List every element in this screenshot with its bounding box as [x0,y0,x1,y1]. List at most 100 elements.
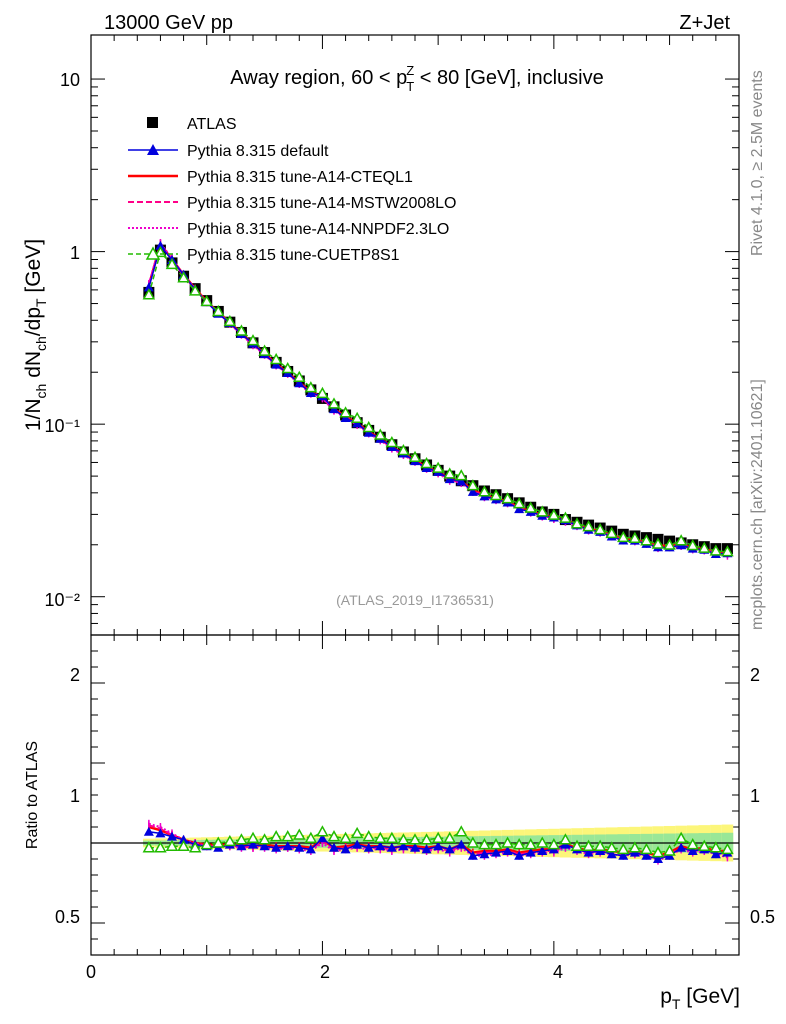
ratio-point-cuetp8s1 [605,841,618,853]
main-point-cuetp8s1 [663,538,676,550]
ratio-point-cuetp8s1 [339,831,352,843]
ratio-point-default [248,839,258,849]
main-point-cuetp8s1 [617,530,630,543]
main-point-cuetp8s1 [397,443,410,456]
main-point-cuetp8s1 [246,334,260,346]
x-axis-label-p: p [660,985,672,1008]
ratio-point-cuetp8s1 [443,831,456,843]
title-tail: < 80 [GeV], inclusive [414,67,604,89]
ratio-point-cuetp8s1 [200,838,213,850]
ratio-tick-2-right: 2 [750,665,760,685]
main-point-default [467,486,478,496]
ratio-point-cuetp8s1 [524,838,537,850]
ratio-point-cuetp8s1 [709,841,723,853]
main-point-cuetp8s1 [721,545,734,557]
ratio-point-cuetp8s1 [617,842,630,855]
main-point-cuetp8s1 [362,420,375,433]
ratio-point-cuetp8s1 [489,838,503,850]
ratio-tick-0.5-left: 0.5 [55,907,80,927]
main-point-cuetp8s1 [385,435,399,448]
ratio-point-cuetp8s1 [316,825,329,837]
main-point-cuetp8s1 [605,526,618,539]
ratio-point-cuetp8s1 [640,842,653,855]
main-point-cuetp8s1 [177,271,190,283]
ratio-point-default [433,841,444,851]
ratio-point-default [340,844,351,854]
ratio-point-default [676,842,687,852]
main-point-default [444,474,455,484]
ratio-point-default [305,844,316,854]
x-axis-label: pT [GeV] [660,985,740,1012]
mcplots-label: mcplots.cern.ch [arXiv:2401.10621] [749,379,766,630]
ratio-point-cuetp8s1 [674,831,688,843]
ratio-point-default [710,849,721,859]
ratio-point-cuetp8s1 [431,831,445,843]
x-tick-labels: 0 2 4 [86,962,563,982]
ratio-point-default [537,846,548,855]
ratio-point-default [178,834,189,844]
ratio-point-cuetp8s1 [304,831,318,843]
main-point-cuetp8s1 [547,508,561,520]
ratio-point-default [398,841,409,851]
ratio-point-default [606,849,617,859]
x-tick-4: 4 [553,962,563,982]
main-point-cuetp8s1 [212,304,225,317]
ratio-point-cuetp8s1 [374,831,387,843]
main-point-cuetp8s1 [501,492,514,504]
legend-cuetp8s1: Pythia 8.315 tune-CUETP8S1 [187,247,400,264]
ratio-point-default [618,850,629,860]
main-point-cuetp8s1 [281,361,294,374]
main-point-default [514,504,525,514]
ratio-point-default [386,842,397,852]
ratio-point-default [143,826,154,836]
main-point-cuetp8s1 [709,544,723,556]
ratio-point-cuetp8s1 [559,833,572,845]
ratio-point-default [514,850,525,860]
main-point-cuetp8s1 [293,370,306,383]
main-point-cuetp8s1 [431,461,445,473]
rivet-label: Rivet 4.1.0, ≥ 2.5M events [749,70,766,256]
main-point-cuetp8s1 [536,505,549,517]
y-tick-10: 10 [60,70,80,90]
ratio-point-cuetp8s1 [466,836,480,848]
legend-cuetp8s1-marker [145,246,161,260]
ratio-point-default [294,842,305,852]
main-point-cuetp8s1 [200,294,213,307]
main-point-cuetp8s1 [235,324,248,336]
ratio-point-cuetp8s1 [455,825,468,837]
ratio-tick-1-left: 1 [70,786,80,806]
ratio-point-cuetp8s1 [293,828,306,840]
main-point-default [155,240,166,250]
ratio-point-default [375,841,386,851]
ratio-tick-0.5-right: 0.5 [750,907,775,927]
title-sup: Z [406,63,414,78]
legend-default-marker [147,144,159,155]
ratio-point-cuetp8s1 [593,839,607,851]
ratio-point-cuetp8s1 [420,833,433,845]
ratio-point-default [467,850,478,860]
ratio-point-cuetp8s1 [362,830,375,842]
ratio-point-cuetp8s1 [721,842,734,855]
ratio-point-default [259,841,270,851]
ratio-point-default [282,841,293,851]
main-point-cuetp8s1 [570,517,584,529]
main-point-cuetp8s1 [316,386,329,399]
ratio-point-cuetp8s1 [478,838,491,850]
ratio-point-default [329,842,339,852]
ratio-point-default [410,842,420,852]
ratio-point-cuetp8s1 [258,833,271,845]
main-point-cuetp8s1 [304,381,318,393]
main-point-cuetp8s1 [674,534,688,546]
main-point-cuetp8s1 [628,531,642,543]
ratio-point-cuetp8s1 [408,833,422,845]
main-line-pythia-8-315-tune-a14-mstw2008lo [147,241,728,556]
ratio-point-cuetp8s1 [154,841,167,853]
x-tick-2: 2 [320,962,330,982]
main-point-cuetp8s1 [489,488,503,501]
main-point-cuetp8s1 [408,450,422,463]
y-tick-0.01: 10⁻² [44,590,80,610]
main-point-cuetp8s1 [640,534,653,546]
main-point-default [456,476,467,486]
ratio-point-cuetp8s1 [327,830,341,842]
main-point-default [294,378,305,388]
